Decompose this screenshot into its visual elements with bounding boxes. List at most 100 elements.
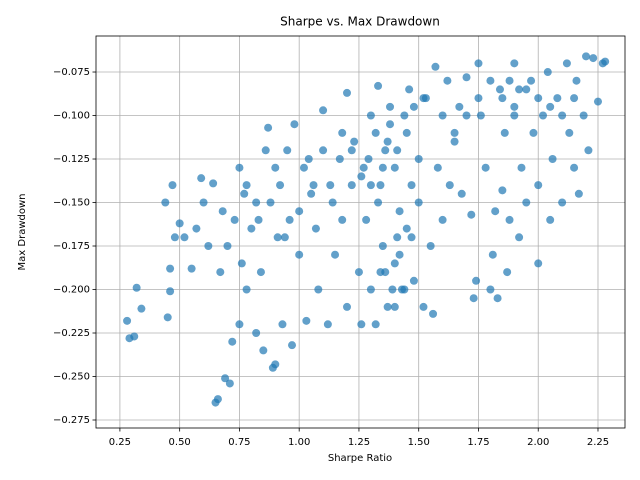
point: [388, 285, 397, 294]
point: [522, 198, 531, 207]
point: [280, 233, 289, 242]
point: [371, 128, 380, 137]
point: [593, 97, 602, 106]
chart-title: Sharpe vs. Max Drawdown: [280, 15, 440, 29]
point: [132, 283, 141, 292]
point: [314, 285, 323, 294]
point: [366, 285, 375, 294]
point: [237, 259, 246, 268]
point: [216, 268, 225, 277]
point: [180, 233, 189, 242]
point: [366, 111, 375, 120]
point: [319, 106, 328, 115]
point: [395, 207, 404, 216]
point: [517, 163, 526, 172]
point: [491, 207, 500, 216]
point: [400, 111, 409, 120]
x-tick-label: 1.75: [467, 437, 489, 448]
point: [450, 128, 459, 137]
point: [433, 163, 442, 172]
point: [409, 102, 418, 111]
point: [166, 287, 175, 296]
point: [474, 59, 483, 68]
point: [400, 285, 409, 294]
point: [175, 219, 184, 228]
x-axis-label: Sharpe Ratio: [328, 453, 392, 464]
point: [426, 242, 435, 251]
point: [302, 316, 311, 325]
point: [570, 163, 579, 172]
point: [503, 268, 512, 277]
point: [601, 57, 610, 66]
point: [376, 268, 385, 277]
point: [235, 320, 244, 329]
point: [534, 94, 543, 103]
point: [393, 146, 402, 155]
point: [510, 59, 519, 68]
point: [347, 181, 356, 190]
point: [223, 242, 232, 251]
point: [259, 346, 268, 355]
point: [558, 111, 567, 120]
point: [539, 111, 548, 120]
x-tick-label: 0.50: [169, 437, 191, 448]
y-tick-label: −0.175: [53, 241, 90, 252]
point: [240, 189, 249, 198]
point: [328, 198, 337, 207]
point: [486, 76, 495, 85]
point: [350, 137, 359, 146]
point: [230, 215, 239, 224]
point: [383, 302, 392, 311]
point: [546, 215, 555, 224]
point: [331, 250, 340, 259]
x-tick-label: 0.25: [109, 437, 131, 448]
point: [498, 94, 507, 103]
point: [493, 294, 502, 303]
point: [395, 250, 404, 259]
point: [252, 329, 261, 338]
y-tick-label: −0.225: [53, 328, 90, 339]
point: [192, 224, 201, 233]
y-axis-label: Max Drawdown: [17, 194, 28, 271]
point: [187, 264, 196, 273]
point: [543, 68, 552, 77]
point: [505, 215, 514, 224]
y-tick-label: −0.200: [53, 285, 90, 296]
point: [457, 189, 466, 198]
point: [589, 54, 598, 63]
point: [242, 181, 251, 190]
point: [161, 198, 170, 207]
point: [527, 76, 536, 85]
point: [515, 85, 524, 94]
point: [488, 250, 497, 259]
point: [218, 207, 227, 216]
point: [500, 128, 509, 137]
point: [476, 111, 485, 120]
point: [357, 320, 366, 329]
point: [390, 163, 399, 172]
point: [163, 313, 172, 322]
point: [495, 85, 504, 94]
point: [407, 181, 416, 190]
point: [347, 146, 356, 155]
point: [228, 337, 237, 346]
point: [225, 379, 234, 388]
point: [295, 250, 304, 259]
point: [342, 88, 351, 97]
point: [309, 181, 318, 190]
point: [445, 181, 454, 190]
point: [256, 268, 265, 277]
point: [221, 374, 230, 383]
point: [264, 123, 273, 132]
point: [472, 276, 481, 285]
point: [393, 233, 402, 242]
point: [510, 102, 519, 111]
point: [166, 264, 175, 273]
point: [405, 85, 414, 94]
point: [290, 120, 299, 129]
point: [378, 163, 387, 172]
point: [390, 302, 399, 311]
point: [254, 215, 263, 224]
point: [374, 81, 383, 90]
